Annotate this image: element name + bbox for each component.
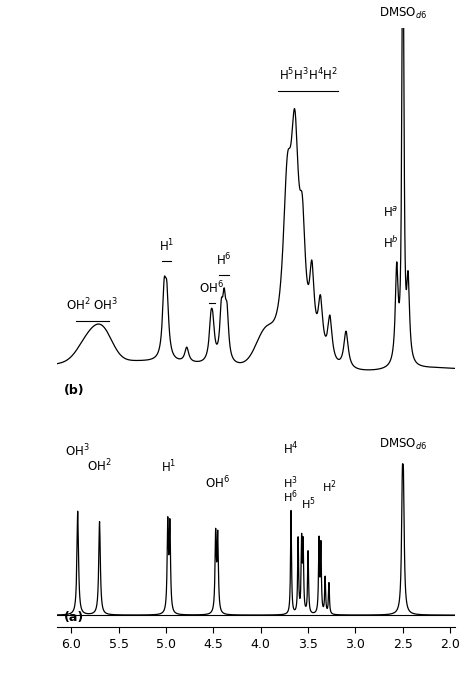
Text: H$^5$: H$^5$ — [301, 496, 316, 512]
Text: H$^6$: H$^6$ — [216, 252, 232, 268]
Text: H$^5$H$^3$H$^4$H$^2$: H$^5$H$^3$H$^4$H$^2$ — [279, 67, 337, 84]
Text: DMSO$_{d6}$: DMSO$_{d6}$ — [379, 6, 427, 21]
Text: H$^6$: H$^6$ — [283, 488, 298, 505]
Text: H$^b$: H$^b$ — [383, 235, 399, 251]
Text: OH$^2$: OH$^2$ — [87, 458, 112, 474]
Text: (a): (a) — [64, 611, 84, 625]
Text: OH$^6$: OH$^6$ — [200, 279, 224, 296]
Text: (b): (b) — [64, 384, 84, 397]
Text: DMSO$_{d6}$: DMSO$_{d6}$ — [379, 436, 427, 452]
Text: H$^1$: H$^1$ — [161, 459, 176, 476]
Text: H$^4$: H$^4$ — [283, 441, 299, 458]
Text: H$^1$: H$^1$ — [159, 238, 174, 254]
Text: H$^a$: H$^a$ — [383, 206, 398, 220]
Text: OH$^6$: OH$^6$ — [205, 475, 229, 491]
Text: H$^3$: H$^3$ — [283, 475, 298, 491]
Text: H$^2$: H$^2$ — [322, 479, 337, 496]
Text: OH$^3$: OH$^3$ — [65, 443, 90, 459]
Text: OH$^2$ OH$^3$: OH$^2$ OH$^3$ — [66, 297, 118, 314]
